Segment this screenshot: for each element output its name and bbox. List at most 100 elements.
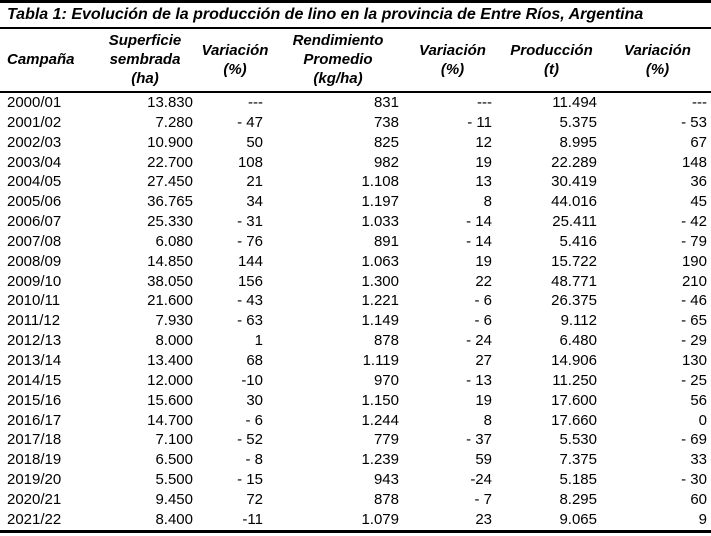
- surface-variation-cell: 1: [254, 332, 263, 350]
- yield-cell: 831: [373, 94, 399, 111]
- yield-variation-cell: - 6: [474, 292, 492, 310]
- campaign-cell: 2008/09: [7, 252, 62, 270]
- table-row: 2021/22 8.400 -11 1.079 23 9.065 9: [0, 510, 711, 530]
- surface-cell: 12.000: [147, 371, 193, 389]
- production-variation-cell: - 30: [681, 471, 707, 489]
- yield-variation-cell: 19: [475, 153, 492, 171]
- table-row: 2004/05 27.450 21 1.108 13 30.419 36: [0, 172, 711, 192]
- table-row: 2014/15 12.000 -10 970 - 13 11.250 - 25: [0, 371, 711, 391]
- lino-production-table: Campaña Superficie sembrada (ha) Variaci…: [0, 29, 711, 530]
- surface-cell: 8.000: [155, 332, 193, 350]
- production-cell: 30.419: [551, 173, 597, 191]
- surface-cell: 14.700: [147, 411, 193, 429]
- surface-variation-cell: 156: [237, 272, 263, 290]
- surface-variation-cell: - 47: [237, 113, 263, 131]
- production-variation-cell: 67: [690, 133, 707, 151]
- campaign-cell: 2013/14: [7, 351, 62, 369]
- production-variation-cell: - 79: [681, 232, 707, 250]
- surface-variation-cell: 72: [246, 490, 263, 508]
- campaign-cell: 2007/08: [7, 232, 62, 250]
- table-row: 2016/17 14.700 - 6 1.244 8 17.660 0: [0, 411, 711, 431]
- production-cell: 8.995: [559, 133, 597, 151]
- production-variation-cell: 60: [690, 490, 707, 508]
- surface-cell: 8.400: [155, 510, 193, 528]
- surface-variation-cell: - 52: [237, 431, 263, 449]
- production-cell: 11.494: [552, 94, 597, 111]
- yield-variation-cell: - 24: [466, 332, 492, 350]
- surface-cell: 14.850: [147, 252, 193, 270]
- yield-variation-cell: 23: [475, 510, 492, 528]
- campaign-cell: 2006/07: [7, 213, 62, 231]
- yield-cell: 878: [373, 490, 399, 508]
- production-variation-cell: 148: [681, 153, 707, 171]
- production-variation-cell: - 65: [681, 312, 707, 330]
- campaign-cell: 2020/21: [7, 490, 62, 508]
- production-cell: 5.185: [559, 471, 597, 489]
- surface-variation-cell: - 43: [237, 292, 263, 310]
- yield-variation-cell: 12: [475, 133, 492, 151]
- production-cell: 48.771: [551, 272, 597, 290]
- table-row: 2006/07 25.330 - 31 1.033 - 14 25.411 - 42: [0, 212, 711, 232]
- yield-variation-cell: 19: [475, 391, 492, 409]
- yield-cell: 1.150: [361, 391, 399, 409]
- yield-cell: 1.033: [361, 213, 399, 231]
- table-row: 2000/01 13.830 --- 831 --- 11.494 ---: [0, 92, 711, 113]
- header-campana: Campaña: [0, 29, 90, 93]
- production-cell: 17.600: [551, 391, 597, 409]
- production-cell: 26.375: [551, 292, 597, 310]
- production-cell: 5.530: [559, 431, 597, 449]
- yield-cell: 878: [373, 332, 399, 350]
- production-variation-cell: 0: [698, 411, 707, 429]
- table-row: 2002/03 10.900 50 825 12 8.995 67: [0, 133, 711, 153]
- production-cell: 22.289: [551, 153, 597, 171]
- yield-cell: 1.149: [361, 312, 399, 330]
- surface-variation-cell: - 15: [237, 471, 263, 489]
- campaign-cell: 2011/12: [7, 312, 61, 330]
- production-variation-cell: ---: [692, 94, 707, 111]
- surface-variation-cell: 21: [246, 173, 263, 191]
- header-variacion-superficie: Variación (%): [200, 29, 270, 93]
- surface-cell: 21.600: [147, 292, 193, 310]
- yield-variation-cell: - 11: [467, 113, 492, 131]
- table-row: 2011/12 7.930 - 63 1.149 - 6 9.112 - 65: [0, 311, 711, 331]
- table-row: 2010/11 21.600 - 43 1.221 - 6 26.375 - 46: [0, 291, 711, 311]
- header-row: Campaña Superficie sembrada (ha) Variaci…: [0, 29, 711, 93]
- yield-cell: 970: [373, 371, 399, 389]
- header-superficie-sembrada: Superficie sembrada (ha): [90, 29, 200, 93]
- campaign-cell: 2003/04: [7, 153, 62, 171]
- production-variation-cell: - 29: [681, 332, 707, 350]
- table-row: 2012/13 8.000 1 878 - 24 6.480 - 29: [0, 331, 711, 351]
- surface-variation-cell: ---: [248, 94, 263, 111]
- table-body: 2000/01 13.830 --- 831 --- 11.494 --- 2001/02 7.…: [0, 92, 711, 530]
- yield-cell: 891: [373, 232, 399, 250]
- campaign-cell: 2015/16: [7, 391, 62, 409]
- yield-cell: 1.221: [361, 292, 399, 310]
- surface-variation-cell: 144: [237, 252, 263, 270]
- surface-cell: 22.700: [147, 153, 193, 171]
- yield-cell: 1.108: [361, 173, 399, 191]
- campaign-cell: 2001/02: [7, 113, 62, 131]
- surface-cell: 6.080: [155, 232, 193, 250]
- production-variation-cell: 33: [690, 451, 707, 469]
- production-variation-cell: - 46: [681, 292, 707, 310]
- table-row: 2017/18 7.100 - 52 779 - 37 5.530 - 69: [0, 430, 711, 450]
- surface-cell: 7.280: [155, 113, 193, 131]
- production-cell: 5.375: [559, 113, 597, 131]
- production-cell: 9.112: [560, 312, 597, 330]
- yield-cell: 1.119: [362, 351, 399, 369]
- production-variation-cell: 130: [681, 351, 707, 369]
- production-cell: 5.416: [559, 232, 597, 250]
- production-cell: 44.016: [551, 193, 597, 211]
- production-cell: 8.295: [559, 490, 597, 508]
- yield-variation-cell: 27: [475, 351, 492, 369]
- table-row: 2015/16 15.600 30 1.150 19 17.600 56: [0, 391, 711, 411]
- yield-variation-cell: 8: [483, 411, 492, 429]
- production-cell: 6.480: [559, 332, 597, 350]
- yield-variation-cell: 19: [475, 252, 492, 270]
- production-cell: 15.722: [551, 252, 597, 270]
- production-cell: 11.250: [552, 371, 597, 389]
- surface-variation-cell: 108: [237, 153, 263, 171]
- table-row: 2019/20 5.500 - 15 943 -24 5.185 - 30: [0, 470, 711, 490]
- yield-variation-cell: 22: [475, 272, 492, 290]
- header-rendimiento-promedio: Rendimiento Promedio (kg/ha): [270, 29, 406, 93]
